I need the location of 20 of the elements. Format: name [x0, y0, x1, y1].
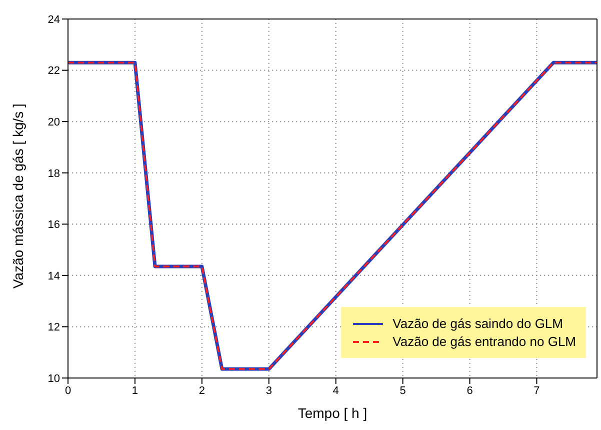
- y-tick-label: 14: [48, 270, 60, 282]
- y-axis-title: Vazão mássica de gás [ kg/s ]: [10, 104, 26, 288]
- x-tick-label: 5: [400, 384, 406, 397]
- y-tick-label: 12: [48, 322, 60, 334]
- x-axis-title: Tempo [ h ]: [298, 405, 368, 421]
- legend-label: Vazão de gás entrando no GLM: [392, 334, 576, 349]
- y-tick-label: 22: [48, 65, 60, 78]
- x-tick-label: 3: [266, 384, 272, 397]
- x-tick-label: 6: [466, 384, 473, 397]
- x-tick-label: 2: [198, 384, 205, 397]
- y-tick-label: 24: [48, 14, 60, 26]
- y-tick-label: 20: [48, 116, 60, 128]
- y-tick-label: 10: [48, 372, 60, 385]
- legend-label: Vazão de gás saindo do GLM: [392, 316, 563, 331]
- y-tick-label: 18: [48, 168, 60, 180]
- y-tick-label: 16: [48, 219, 60, 232]
- x-tick-label: 1: [132, 384, 138, 397]
- x-tick-label: 0: [64, 384, 72, 397]
- x-tick-label: 4: [332, 384, 339, 397]
- x-tick-label: 7: [534, 384, 540, 397]
